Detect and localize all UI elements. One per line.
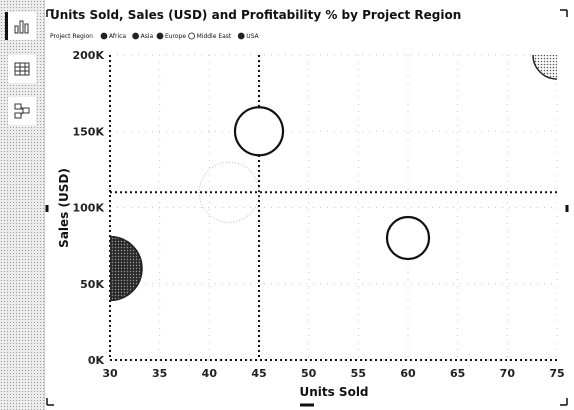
legend-label-middle-east: Middle East (197, 33, 232, 40)
model-view-button[interactable] (8, 97, 36, 125)
y-tick-label-2: 100K (73, 202, 105, 215)
legend-label-usa: USA (246, 33, 259, 40)
reference-lines (110, 55, 557, 360)
legend-label-europe: Europe (165, 33, 186, 40)
legend-marker-europe (156, 32, 164, 40)
chart-title: Units Sold, Sales (USD) and Profitabilit… (50, 8, 461, 22)
x-tick-label-6: 60 (400, 367, 416, 380)
grid-lines (109, 54, 558, 361)
data-view-button[interactable] (8, 55, 36, 83)
data-points (110, 55, 557, 302)
x-tick-label-5: 55 (351, 367, 366, 380)
x-tick-label-1: 35 (152, 367, 167, 380)
report-sidebar (0, 0, 45, 410)
point-europe (198, 161, 260, 223)
legend-marker-usa (237, 32, 245, 40)
legend: Project Region Africa Asia Europe Middle Eas… (50, 32, 260, 40)
y-axis-title: Sales (USD) (57, 168, 71, 248)
report-view-button[interactable] (5, 12, 36, 40)
table-icon (14, 62, 30, 76)
x-axis-title: Units Sold (299, 385, 368, 399)
y-tick-label-4: 200K (73, 49, 105, 62)
point-asia (233, 106, 285, 157)
x-tick-label-0: 30 (102, 367, 118, 380)
x-tick-label-7: 65 (450, 367, 465, 380)
visual-frame (45, 9, 569, 407)
legend-marker-asia (132, 32, 140, 40)
legend-marker-africa (100, 32, 108, 40)
y-tick-label-1: 50K (80, 278, 104, 291)
legend-title: Project Region (50, 33, 93, 40)
x-tick-label-4: 50 (301, 367, 317, 380)
x-tick-label-9: 75 (549, 367, 564, 380)
point-usa (532, 55, 557, 80)
y-tick-label-0: 0K (88, 354, 105, 367)
legend-label-africa: Africa (109, 33, 126, 40)
point-africa (110, 235, 143, 302)
point-middle-east (385, 215, 431, 261)
x-tick-label-8: 70 (500, 367, 516, 380)
model-icon (14, 103, 30, 119)
axes (109, 55, 557, 361)
x-tick-label-3: 45 (251, 367, 266, 380)
x-tick-label-2: 40 (202, 367, 218, 380)
bar-chart-icon (14, 20, 29, 34)
y-tick-label-3: 150K (73, 125, 105, 138)
legend-marker-middle-east (188, 32, 196, 40)
legend-label-asia: Asia (141, 33, 154, 40)
tick-labels: 0K 50K 100K 150K 200K 30 35 40 45 50 55 60 65 70 75 (73, 49, 565, 380)
